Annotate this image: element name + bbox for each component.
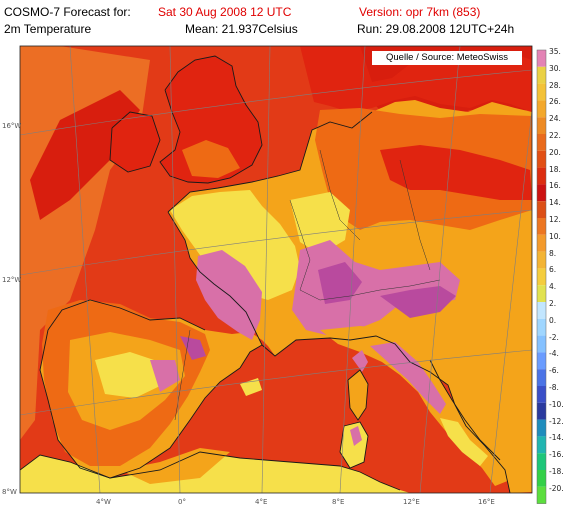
colorbar: [536, 49, 547, 504]
coastlines: [20, 55, 511, 493]
colorbar-label: 30.: [549, 63, 561, 73]
colorbar-label: 4.: [549, 282, 557, 292]
colorbar-label: 22.: [549, 131, 561, 140]
ireland: [110, 112, 160, 172]
corsica: [348, 370, 368, 420]
colorbar-swatch: [537, 369, 546, 386]
colorbar-swatch: [537, 117, 546, 134]
colorbar-swatch: [537, 470, 546, 487]
colorbar-label: 14.: [549, 198, 561, 208]
colorbar-label: 16.: [549, 181, 561, 191]
colorbar-swatch: [537, 218, 546, 235]
iberia-pink: [150, 360, 180, 392]
colorbar-label: -20.: [549, 483, 564, 493]
lon-label: 8°E: [332, 498, 345, 506]
lon-label: 4°W: [96, 498, 111, 506]
colorbar-swatch: [537, 302, 546, 319]
graticule: [20, 46, 532, 493]
colorbar-swatch: [537, 167, 546, 185]
colorbar-label: -14.: [549, 433, 564, 443]
colorbar-swatch: [537, 184, 546, 202]
colorbar-label: -6.: [549, 366, 559, 376]
colorbar-swatch: [537, 486, 546, 504]
colorbar-swatch: [537, 251, 546, 269]
lon-label: 12°E: [403, 498, 420, 506]
colorbar-swatch: [537, 150, 546, 168]
colorbar-frame: [536, 49, 547, 504]
colorbar-swatch: [537, 419, 546, 437]
mean-value: Mean: 21.937Celsius: [185, 22, 298, 36]
colorbar-swatch: [537, 100, 546, 118]
lon-label: 4°E: [255, 498, 268, 506]
colorbar-swatch: [537, 318, 546, 336]
colorbar-swatch: [537, 285, 546, 302]
colorbar-swatch: [537, 50, 546, 67]
colorbar-swatch: [537, 201, 546, 218]
colorbar-label: 20.: [549, 147, 561, 157]
colorbar-swatch: [537, 386, 546, 403]
colorbar-label: -10.: [549, 399, 564, 409]
pyrenees-core: [180, 336, 206, 360]
colorbar-label: -4.: [549, 349, 559, 359]
atlas-orange: [120, 448, 230, 484]
dolomites-core: [380, 286, 456, 318]
england-south: [182, 140, 240, 178]
lon-label: 0°: [178, 498, 186, 506]
colorbar-label: 28.: [549, 80, 561, 90]
colorbar-swatch: [537, 436, 546, 454]
lat-label: 12°W: [2, 276, 22, 284]
lon-label: 16°E: [478, 498, 495, 506]
apennines-pink: [370, 342, 446, 414]
lat-label: 16°W: [2, 122, 22, 130]
atlantic-deep: [30, 90, 140, 220]
colorbar-label: 12.: [549, 215, 561, 224]
colorbar-label: 24.: [549, 114, 561, 124]
colorbar-swatch: [537, 234, 546, 252]
colorbar-label: -8.: [549, 383, 559, 392]
colorbar-label: 10.: [549, 231, 561, 241]
colorbar-swatch: [537, 352, 546, 370]
north-africa-yellow: [20, 452, 410, 493]
colorbar-label: -18.: [549, 467, 564, 476]
lat-label: 8°W: [2, 488, 17, 496]
country-borders: [174, 149, 441, 421]
run-info: Run: 29.08.2008 12UTC+24h: [357, 22, 515, 36]
meseta-yellow: [95, 352, 160, 398]
colorbar-label: 18.: [549, 164, 561, 174]
northeast-france-yellow: [290, 192, 350, 255]
colorbar-label: 35.: [549, 47, 561, 56]
colorbar-label: -16.: [549, 450, 564, 460]
map-field: [20, 46, 532, 493]
colorbar-label: 6.: [549, 265, 557, 275]
colorbar-label: 0.: [549, 315, 557, 325]
colorbar-label: -12.: [549, 416, 564, 426]
france-yellow: [170, 190, 300, 300]
colorbar-swatch: [537, 453, 546, 470]
colorbar-swatch: [537, 134, 546, 151]
southern-italy-yellow: [440, 418, 488, 466]
colorbar-swatch: [537, 83, 546, 101]
colorbar-label: 2.: [549, 299, 557, 308]
source-label: Quelle / Source: MeteoSwiss: [372, 51, 522, 65]
colorbar-swatch: [537, 402, 546, 420]
corsica-pink: [352, 350, 368, 372]
colorbar-label: 26.: [549, 97, 561, 107]
model-version: Version: opr 7km (853): [359, 5, 481, 19]
colorbar-label: 8.: [549, 248, 557, 258]
central-red: [380, 145, 532, 200]
colorbar-label: -2.: [549, 332, 559, 342]
map-frame: [19, 45, 533, 494]
field-name: 2m Temperature: [4, 22, 92, 36]
colorbar-swatch: [537, 268, 546, 286]
alps-pink: [292, 240, 460, 336]
model-label: COSMO-7 Forecast for:: [4, 5, 131, 19]
colorbar-swatch: [537, 66, 546, 84]
forecast-date: Sat 30 Aug 2008 12 UTC: [158, 5, 292, 19]
colorbar-swatch: [537, 335, 546, 353]
sardinia-pink: [350, 426, 362, 446]
